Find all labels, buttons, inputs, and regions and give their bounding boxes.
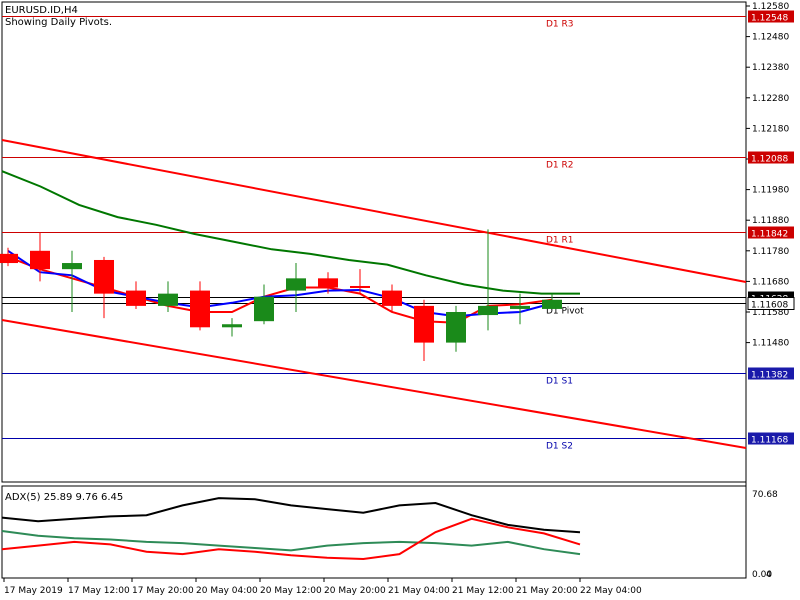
candle-bull-body	[286, 278, 306, 291]
time-tick-label: 20 May 12:00	[260, 586, 322, 596]
candle-bear-body	[190, 290, 210, 328]
price-tag-box	[748, 10, 794, 23]
price-tick-label: 1.12480	[752, 33, 789, 43]
adx-scale-bottom: 0.00	[752, 570, 772, 580]
price-tag-box	[748, 432, 794, 445]
price-tag-value: 1.12088	[751, 155, 788, 165]
price-tick-label: 1.11780	[752, 247, 789, 257]
price-tag-value: 1.11842	[751, 230, 788, 240]
candle-bull-body	[222, 324, 242, 328]
pivot-label: D1 Pivot	[546, 307, 584, 317]
channel-lower-line	[1, 319, 747, 449]
adx-scale-top: 70.68	[752, 490, 778, 500]
price-tick-label: 1.12180	[752, 124, 789, 134]
adx-indicator-label: ADX(5) 25.89 9.76 6.45	[5, 492, 123, 503]
pivot-label: D1 R3	[546, 20, 574, 30]
adx-minus-di-line	[1, 517, 581, 561]
price-tag-value: 1.11168	[751, 436, 788, 446]
ma-slow-line	[1, 170, 580, 295]
candle-bear-body	[382, 290, 402, 306]
time-tick-label: 17 May 2019	[4, 586, 63, 596]
time-tick-label: 21 May 04:00	[388, 586, 450, 596]
time-tick-label: 22 May 04:00	[580, 586, 642, 596]
channel-upper-line	[1, 139, 747, 283]
adx-plus-di-line	[1, 530, 581, 556]
candle-bear-body	[0, 253, 18, 264]
candle-bear-body	[350, 285, 370, 288]
candle-bear-body	[30, 250, 50, 270]
symbol-timeframe-label: EURUSD.ID,H4	[5, 5, 78, 16]
pivot-label: D1 S1	[546, 377, 573, 387]
pivot-subtitle: Showing Daily Pivots.	[5, 17, 112, 28]
candle-bear-body	[318, 278, 338, 288]
pivot-label: D1 R2	[546, 161, 574, 171]
price-tag-value: 1.11382	[751, 371, 788, 381]
pivot-price-tag	[747, 297, 795, 310]
main-chart-frame	[1, 1, 747, 483]
time-tick-label: 20 May 20:00	[324, 586, 386, 596]
price-tag-box	[748, 367, 794, 380]
price-tick-label: 1.11680	[752, 277, 789, 287]
pivot-label: D1 R1	[546, 236, 574, 246]
price-tick-label: 1.12380	[752, 63, 789, 73]
candle-bull-body	[254, 296, 274, 322]
price-tick-label: 1.11980	[752, 186, 789, 196]
candle-bear-body	[126, 290, 146, 306]
time-tick-label: 21 May 12:00	[452, 586, 514, 596]
price-tick-label: 1.11580	[752, 308, 789, 318]
candle-bull-body	[62, 263, 82, 270]
candle-bull-body	[542, 299, 562, 309]
adx-main-line	[1, 497, 581, 534]
time-tick-label: 17 May 20:00	[132, 586, 194, 596]
candle-bull-body	[158, 293, 178, 306]
price-tick-label: 1.11480	[752, 339, 789, 349]
time-tick-label: 21 May 20:00	[516, 586, 578, 596]
candle-bull-body	[478, 305, 498, 316]
pivot-label: D1 S2	[546, 442, 573, 452]
candle-bear-body	[94, 259, 114, 294]
adx-scale-bottom-overlap: 4	[766, 570, 772, 580]
price-tag-value: 1.12548	[751, 14, 788, 24]
candle-bull-body	[510, 305, 530, 309]
candle-bear-body	[414, 305, 434, 343]
price-tag-box	[748, 151, 794, 164]
pivot-price-value: 1.11608	[751, 301, 788, 311]
price-tick-label: 1.11880	[752, 216, 789, 226]
time-tick-label: 17 May 12:00	[68, 586, 130, 596]
candle-bull-body	[446, 312, 466, 343]
price-tick-label: 1.12580	[752, 2, 789, 12]
time-tick-label: 20 May 04:00	[196, 586, 258, 596]
adx-panel-frame	[1, 485, 747, 579]
price-tick-label: 1.12280	[752, 94, 789, 104]
price-tag-box	[748, 226, 794, 239]
